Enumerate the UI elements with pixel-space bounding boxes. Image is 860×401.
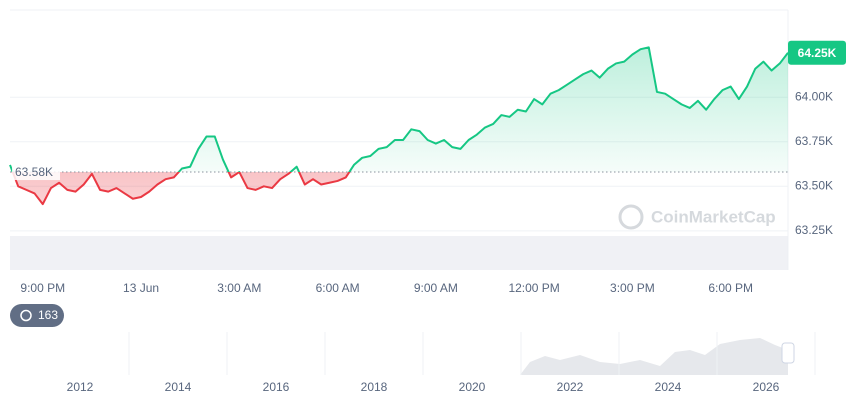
navigator-area [10,338,788,375]
history-badge[interactable]: 163 [10,304,64,327]
x-tick-label: 12:00 PM [508,281,559,295]
y-tick-label: 63.50K [795,178,833,192]
watermark-text: CoinMarketCap [651,207,776,226]
y-tick-label: 63.25K [795,223,833,237]
navigator-year: 2018 [361,380,388,394]
y-tick-label: 63.75K [795,134,833,148]
current-price-label: 64.25K [798,46,837,60]
navigator-year: 2012 [67,380,94,394]
navigator-handle[interactable] [781,342,795,364]
x-tick-label: 13 Jun [123,281,159,295]
area-fill [10,47,788,205]
volume-band [10,236,788,270]
watermark-logo [618,204,644,230]
badge-icon [20,309,32,322]
x-tick-label: 9:00 AM [414,281,458,295]
x-tick-label: 3:00 AM [217,281,261,295]
navigator-year: 2020 [459,380,486,394]
navigator-year: 2014 [165,380,192,394]
x-tick-label: 6:00 PM [708,281,753,295]
y-tick-label: 64.00K [795,89,833,103]
watermark: CoinMarketCap [618,204,776,230]
current-price-bg [788,40,846,65]
baseline-label: 63.58K [15,165,53,179]
x-tick-label: 9:00 PM [20,281,65,295]
baseline-label-bg [12,163,60,181]
badge-text: 163 [38,308,58,322]
navigator-year: 2016 [263,380,290,394]
price-line [9,46,789,206]
badge-bg[interactable] [10,304,64,327]
x-tick-label: 3:00 PM [610,281,655,295]
navigator-year: 2022 [557,380,584,394]
navigator-year: 2024 [655,380,682,394]
x-tick-label: 6:00 AM [316,281,360,295]
navigator-year: 2026 [753,380,780,394]
